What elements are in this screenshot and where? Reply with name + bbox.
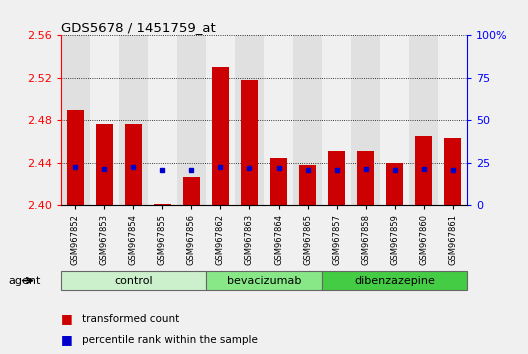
Bar bbox=[235, 35, 264, 205]
Text: GDS5678 / 1451759_at: GDS5678 / 1451759_at bbox=[61, 21, 215, 34]
Bar bbox=[154, 204, 171, 205]
FancyBboxPatch shape bbox=[206, 271, 322, 290]
Bar bbox=[409, 35, 438, 205]
Bar bbox=[415, 136, 432, 205]
Bar bbox=[183, 177, 200, 205]
Text: control: control bbox=[114, 275, 153, 286]
Bar bbox=[357, 151, 374, 205]
Text: agent: agent bbox=[8, 275, 40, 286]
Bar bbox=[270, 158, 287, 205]
Text: ■: ■ bbox=[61, 333, 72, 346]
Text: percentile rank within the sample: percentile rank within the sample bbox=[82, 335, 258, 345]
Bar bbox=[148, 35, 177, 205]
Bar bbox=[90, 35, 119, 205]
Bar bbox=[386, 163, 403, 205]
Bar bbox=[351, 35, 380, 205]
Bar bbox=[264, 35, 293, 205]
FancyBboxPatch shape bbox=[61, 271, 206, 290]
Bar bbox=[125, 124, 142, 205]
Bar bbox=[212, 67, 229, 205]
Bar bbox=[293, 35, 322, 205]
Text: dibenzazepine: dibenzazepine bbox=[354, 275, 435, 286]
Bar bbox=[438, 35, 467, 205]
Text: ■: ■ bbox=[61, 312, 72, 325]
Text: transformed count: transformed count bbox=[82, 314, 179, 324]
Bar bbox=[241, 80, 258, 205]
Bar bbox=[322, 35, 351, 205]
Bar bbox=[67, 110, 84, 205]
FancyBboxPatch shape bbox=[322, 271, 467, 290]
Bar bbox=[444, 138, 461, 205]
Bar bbox=[380, 35, 409, 205]
Bar bbox=[119, 35, 148, 205]
Bar bbox=[96, 124, 113, 205]
Bar bbox=[299, 165, 316, 205]
Text: bevacizumab: bevacizumab bbox=[227, 275, 301, 286]
Bar bbox=[177, 35, 206, 205]
Bar bbox=[61, 35, 90, 205]
Bar bbox=[328, 151, 345, 205]
Bar bbox=[206, 35, 235, 205]
